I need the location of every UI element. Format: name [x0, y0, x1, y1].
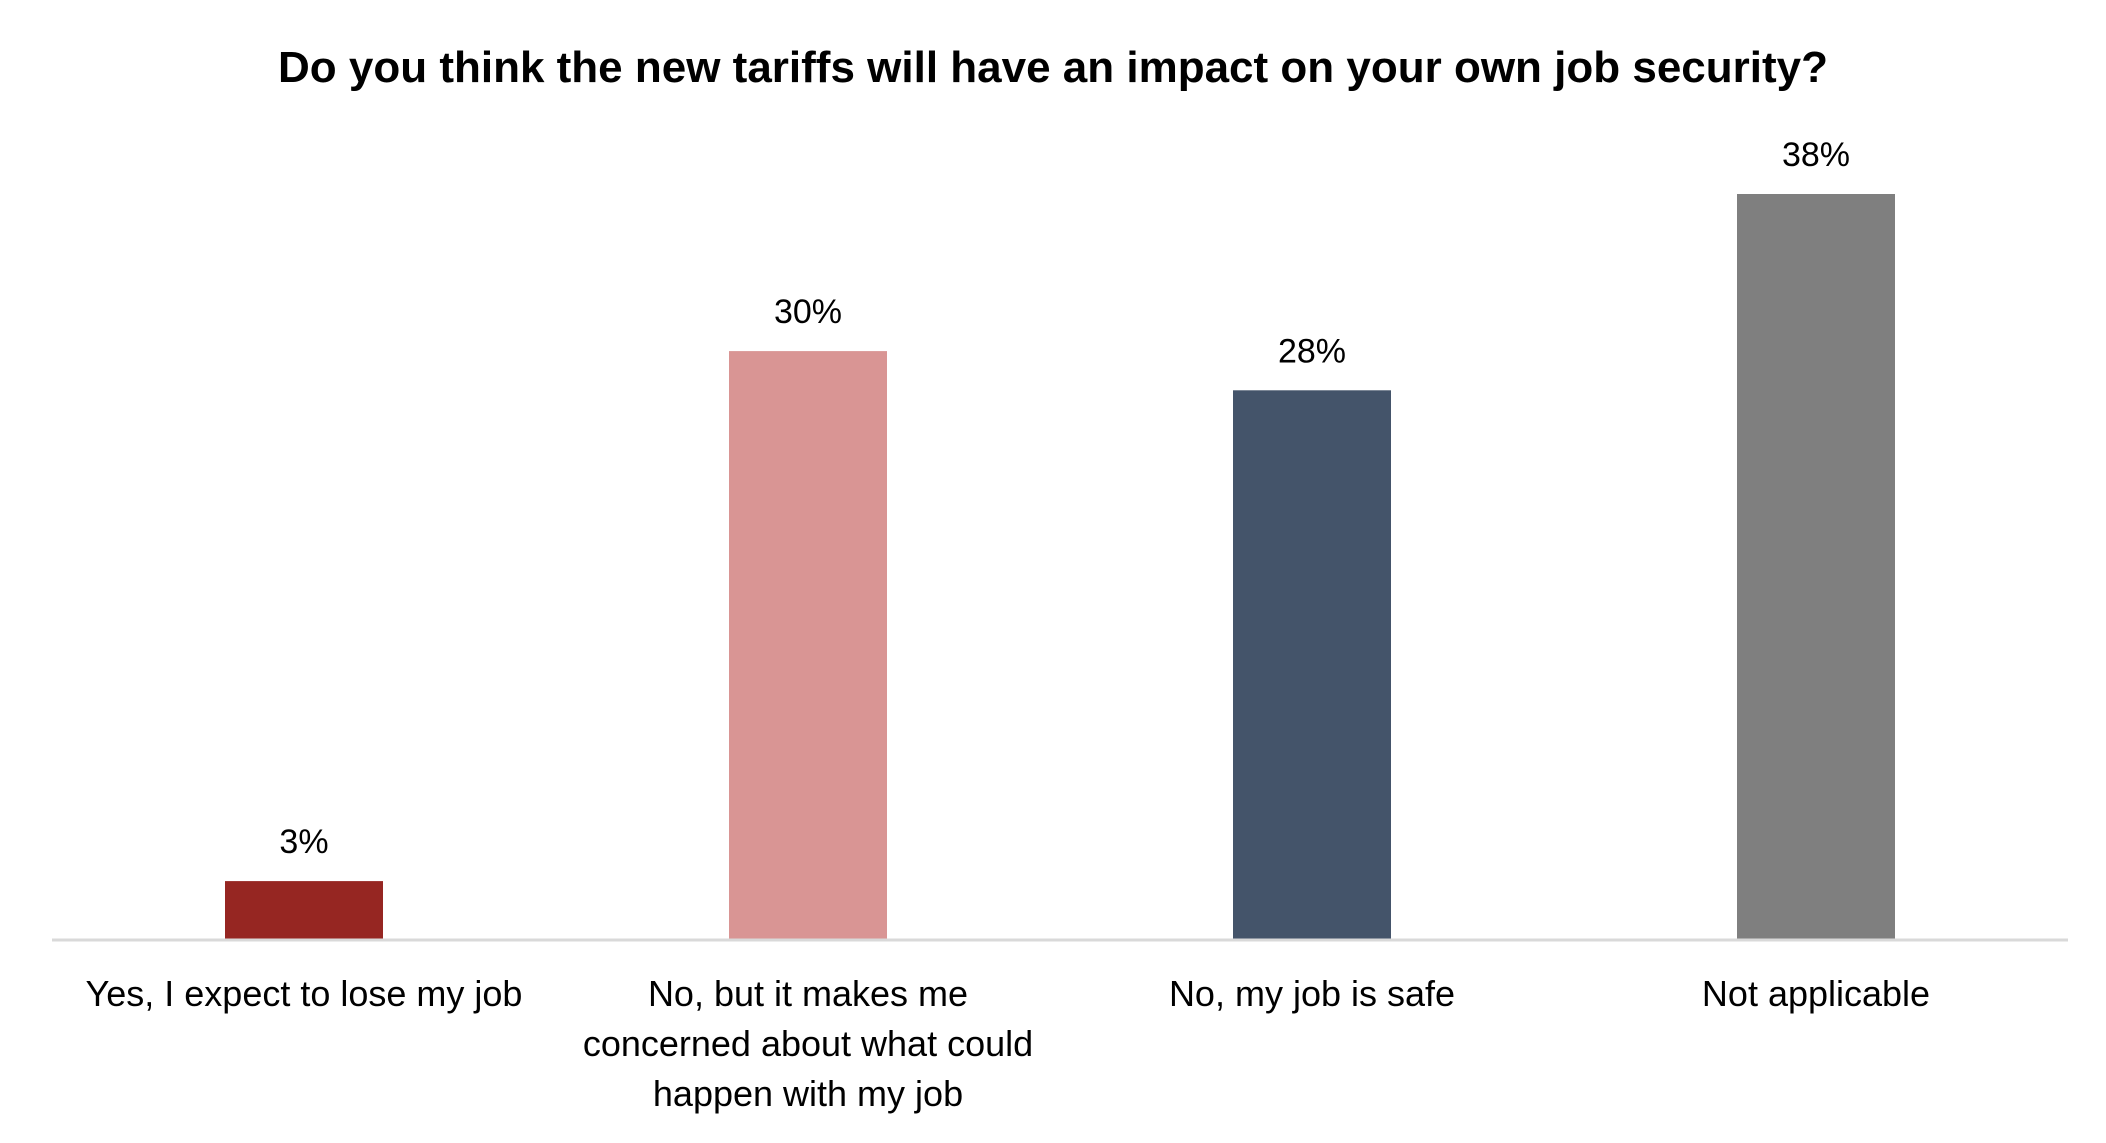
bar-1: [729, 351, 887, 941]
bar-value-label-0: 3%: [279, 823, 328, 861]
bar-value-label-3: 38%: [1782, 136, 1850, 174]
category-label-2-line-0: No, my job is safe: [1169, 973, 1455, 1014]
bar-3: [1737, 194, 1895, 940]
category-label-1-line-2: happen with my job: [653, 1073, 963, 1114]
chart-title: Do you think the new tariffs will have a…: [278, 43, 1828, 92]
bar-value-label-2: 28%: [1278, 332, 1346, 370]
bar-2: [1233, 390, 1391, 940]
category-label-1-line-0: No, but it makes me: [648, 973, 968, 1014]
category-label-0-line-0: Yes, I expect to lose my job: [86, 973, 523, 1014]
bar-value-label-1: 30%: [774, 293, 842, 331]
category-label-1-line-1: concerned about what could: [583, 1023, 1033, 1064]
bar-0: [225, 881, 383, 940]
category-label-3-line-0: Not applicable: [1702, 973, 1930, 1014]
